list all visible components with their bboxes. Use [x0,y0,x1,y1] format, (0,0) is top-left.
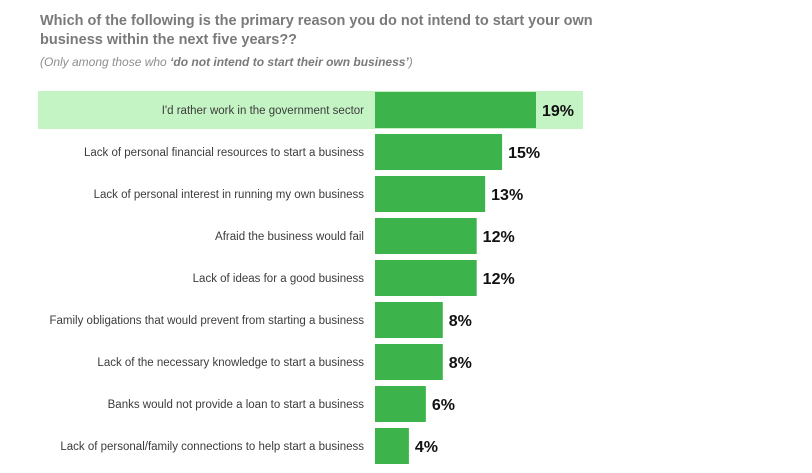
bar [375,176,486,212]
bar [375,218,477,254]
category-label: Banks would not provide a loan to start … [108,399,365,411]
category-label: Afraid the business would fail [215,231,364,243]
category-label: Lack of ideas for a good business [193,273,365,285]
category-label: I'd rather work in the government sector [162,105,364,117]
subtitle-prefix: (Only among those who [40,55,171,69]
category-label: Lack of the necessary knowledge to start… [97,357,364,369]
value-label: 12% [483,229,515,246]
subtitle-emphasis: ‘do not intend to start their own busine… [170,55,409,69]
bar [375,302,443,338]
bar [375,428,409,464]
value-label: 12% [483,271,515,288]
value-label: 6% [432,397,455,414]
category-label: Family obligations that would prevent fr… [50,315,365,327]
bar [375,134,503,170]
bar [375,386,426,422]
value-label: 8% [449,355,472,372]
category-label: Lack of personal financial resources to … [84,147,364,159]
value-label: 8% [449,313,472,330]
category-label: Lack of personal interest in running my … [94,189,365,201]
category-label: Lack of personal/family connections to h… [60,441,364,453]
chart-subtitle: (Only among those who ‘do not intend to … [40,55,413,69]
subtitle-suffix: ) [408,55,413,69]
bar [375,92,536,128]
value-label: 4% [415,439,438,456]
bar [375,344,443,380]
value-label: 13% [491,187,523,204]
value-label: 15% [508,145,540,162]
bar [375,260,477,296]
value-label: 19% [542,103,574,120]
chart-title: Which of the following is the primary re… [40,13,593,48]
